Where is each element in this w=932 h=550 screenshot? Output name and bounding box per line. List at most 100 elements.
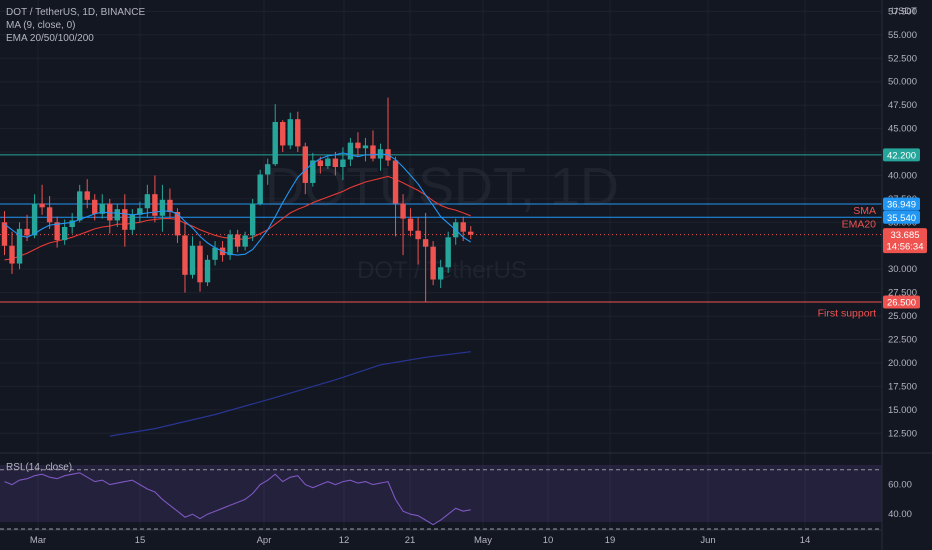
candle-3 xyxy=(24,214,30,242)
candle-body-53 xyxy=(400,203,406,219)
candle-body-42 xyxy=(317,160,324,167)
candle-body-1 xyxy=(9,245,15,264)
candle-body-5 xyxy=(39,203,45,208)
chart-legend: DOT / TetherUS, 1D, BINANCE MA (9, close… xyxy=(6,6,145,45)
candle-4 xyxy=(31,194,38,239)
price-tag-1: 36.949 xyxy=(883,197,920,211)
candle-6 xyxy=(46,196,53,229)
candle-body-3 xyxy=(24,228,30,236)
price-tag-3: 26.500 xyxy=(883,295,920,309)
candle-body-32 xyxy=(242,235,248,247)
candle-42 xyxy=(317,156,324,174)
candle-47 xyxy=(355,132,361,157)
ma9-polyline xyxy=(4,152,471,256)
candle-12 xyxy=(92,194,98,221)
candle-body-19 xyxy=(144,194,151,209)
candle-43 xyxy=(325,156,331,169)
candle-body-35 xyxy=(265,164,271,175)
candle-55 xyxy=(415,217,421,265)
candle-body-16 xyxy=(122,209,128,230)
candle-40 xyxy=(302,142,308,195)
candle-body-14 xyxy=(107,203,113,221)
candle-1 xyxy=(9,231,15,274)
candle-body-8 xyxy=(61,227,68,241)
candle-31 xyxy=(234,229,241,253)
ema200-polyline xyxy=(109,351,471,437)
rsi-tick-1: 40.00 xyxy=(888,509,912,520)
candle-59 xyxy=(445,231,451,273)
watermark-main: DOTUSDT, 1D xyxy=(265,157,619,217)
candle-48 xyxy=(362,137,369,162)
time-axis[interactable]: Mar 15 Apr 12 21 May 10 19 Jun 14 xyxy=(30,535,810,546)
price-tick-14: 22.500 xyxy=(888,335,917,346)
candle-body-48 xyxy=(362,145,369,149)
candle-39 xyxy=(295,111,301,152)
candle-body-26 xyxy=(197,245,203,283)
price-tick-17: 15.000 xyxy=(888,405,917,416)
rsi-legend[interactable]: RSI (14, close) xyxy=(6,462,73,473)
candle-17 xyxy=(129,209,136,235)
price-tag-bg-0 xyxy=(883,148,920,162)
price-tick-3: 50.000 xyxy=(888,77,917,88)
legend-symbol[interactable]: DOT / TetherUS, 1D, BINANCE xyxy=(6,7,146,18)
candle-14 xyxy=(107,198,113,234)
candle-30 xyxy=(227,229,233,260)
candle-body-55 xyxy=(415,230,421,240)
price-tick-2: 52.500 xyxy=(888,53,917,64)
time-tick-5: May xyxy=(474,535,492,546)
price-tag-bg-1 xyxy=(883,197,920,211)
candle-body-21 xyxy=(159,199,166,216)
price-tick-16: 17.500 xyxy=(888,381,917,392)
axis-currency: USDT xyxy=(891,6,917,17)
candle-body-52 xyxy=(392,160,399,204)
candle-52 xyxy=(392,156,399,237)
candle-body-27 xyxy=(204,259,211,283)
price-tag-bg-3 xyxy=(883,295,920,309)
candle-22 xyxy=(167,188,173,218)
candle-body-30 xyxy=(227,234,233,256)
candle-body-28 xyxy=(212,247,218,260)
candle-33 xyxy=(249,198,256,242)
price-tag-label-3: 26.500 xyxy=(887,298,916,309)
candle-body-10 xyxy=(77,191,83,221)
candle-26 xyxy=(197,241,203,292)
price-tag-label-0: 42.200 xyxy=(887,150,916,161)
time-tick-0: Mar xyxy=(30,535,46,546)
price-tick-11: 30.000 xyxy=(888,264,917,275)
candle-16 xyxy=(122,194,128,247)
price-tick-7: 40.000 xyxy=(888,170,917,181)
price-tag-2: 35.540 xyxy=(883,210,920,224)
candle-35 xyxy=(265,158,271,185)
candle-49 xyxy=(370,130,376,162)
candle-body-17 xyxy=(129,214,136,230)
candle-body-6 xyxy=(46,207,53,223)
rsi-tick-0: 60.00 xyxy=(888,480,912,491)
ema200-line xyxy=(109,351,471,437)
legend-ema[interactable]: EMA 20/50/100/200 xyxy=(6,33,94,44)
candle-body-34 xyxy=(257,174,263,204)
candle-body-43 xyxy=(325,158,331,167)
candle-10 xyxy=(77,184,83,223)
candle-56 xyxy=(422,212,429,302)
annotation-2: First support xyxy=(818,307,876,319)
candle-body-40 xyxy=(302,146,308,183)
candle-body-4 xyxy=(31,203,38,236)
candle-body-20 xyxy=(152,194,158,216)
candle-body-36 xyxy=(272,122,278,165)
time-tick-1: 15 xyxy=(135,535,146,546)
price-tick-12: 27.500 xyxy=(888,288,917,299)
candle-24 xyxy=(182,222,188,293)
legend-ma[interactable]: MA (9, close, 0) xyxy=(6,20,76,31)
price-tag-bg-2 xyxy=(883,210,920,224)
price-tick-13: 25.000 xyxy=(888,311,917,322)
price-tag-0: 42.200 xyxy=(883,148,920,162)
candle-62 xyxy=(468,226,474,240)
price-tick-0: 57.500 xyxy=(888,6,917,17)
candle-46 xyxy=(347,137,354,167)
candle-54 xyxy=(407,208,414,237)
candle-body-38 xyxy=(287,119,293,146)
candle-body-2 xyxy=(16,228,23,264)
